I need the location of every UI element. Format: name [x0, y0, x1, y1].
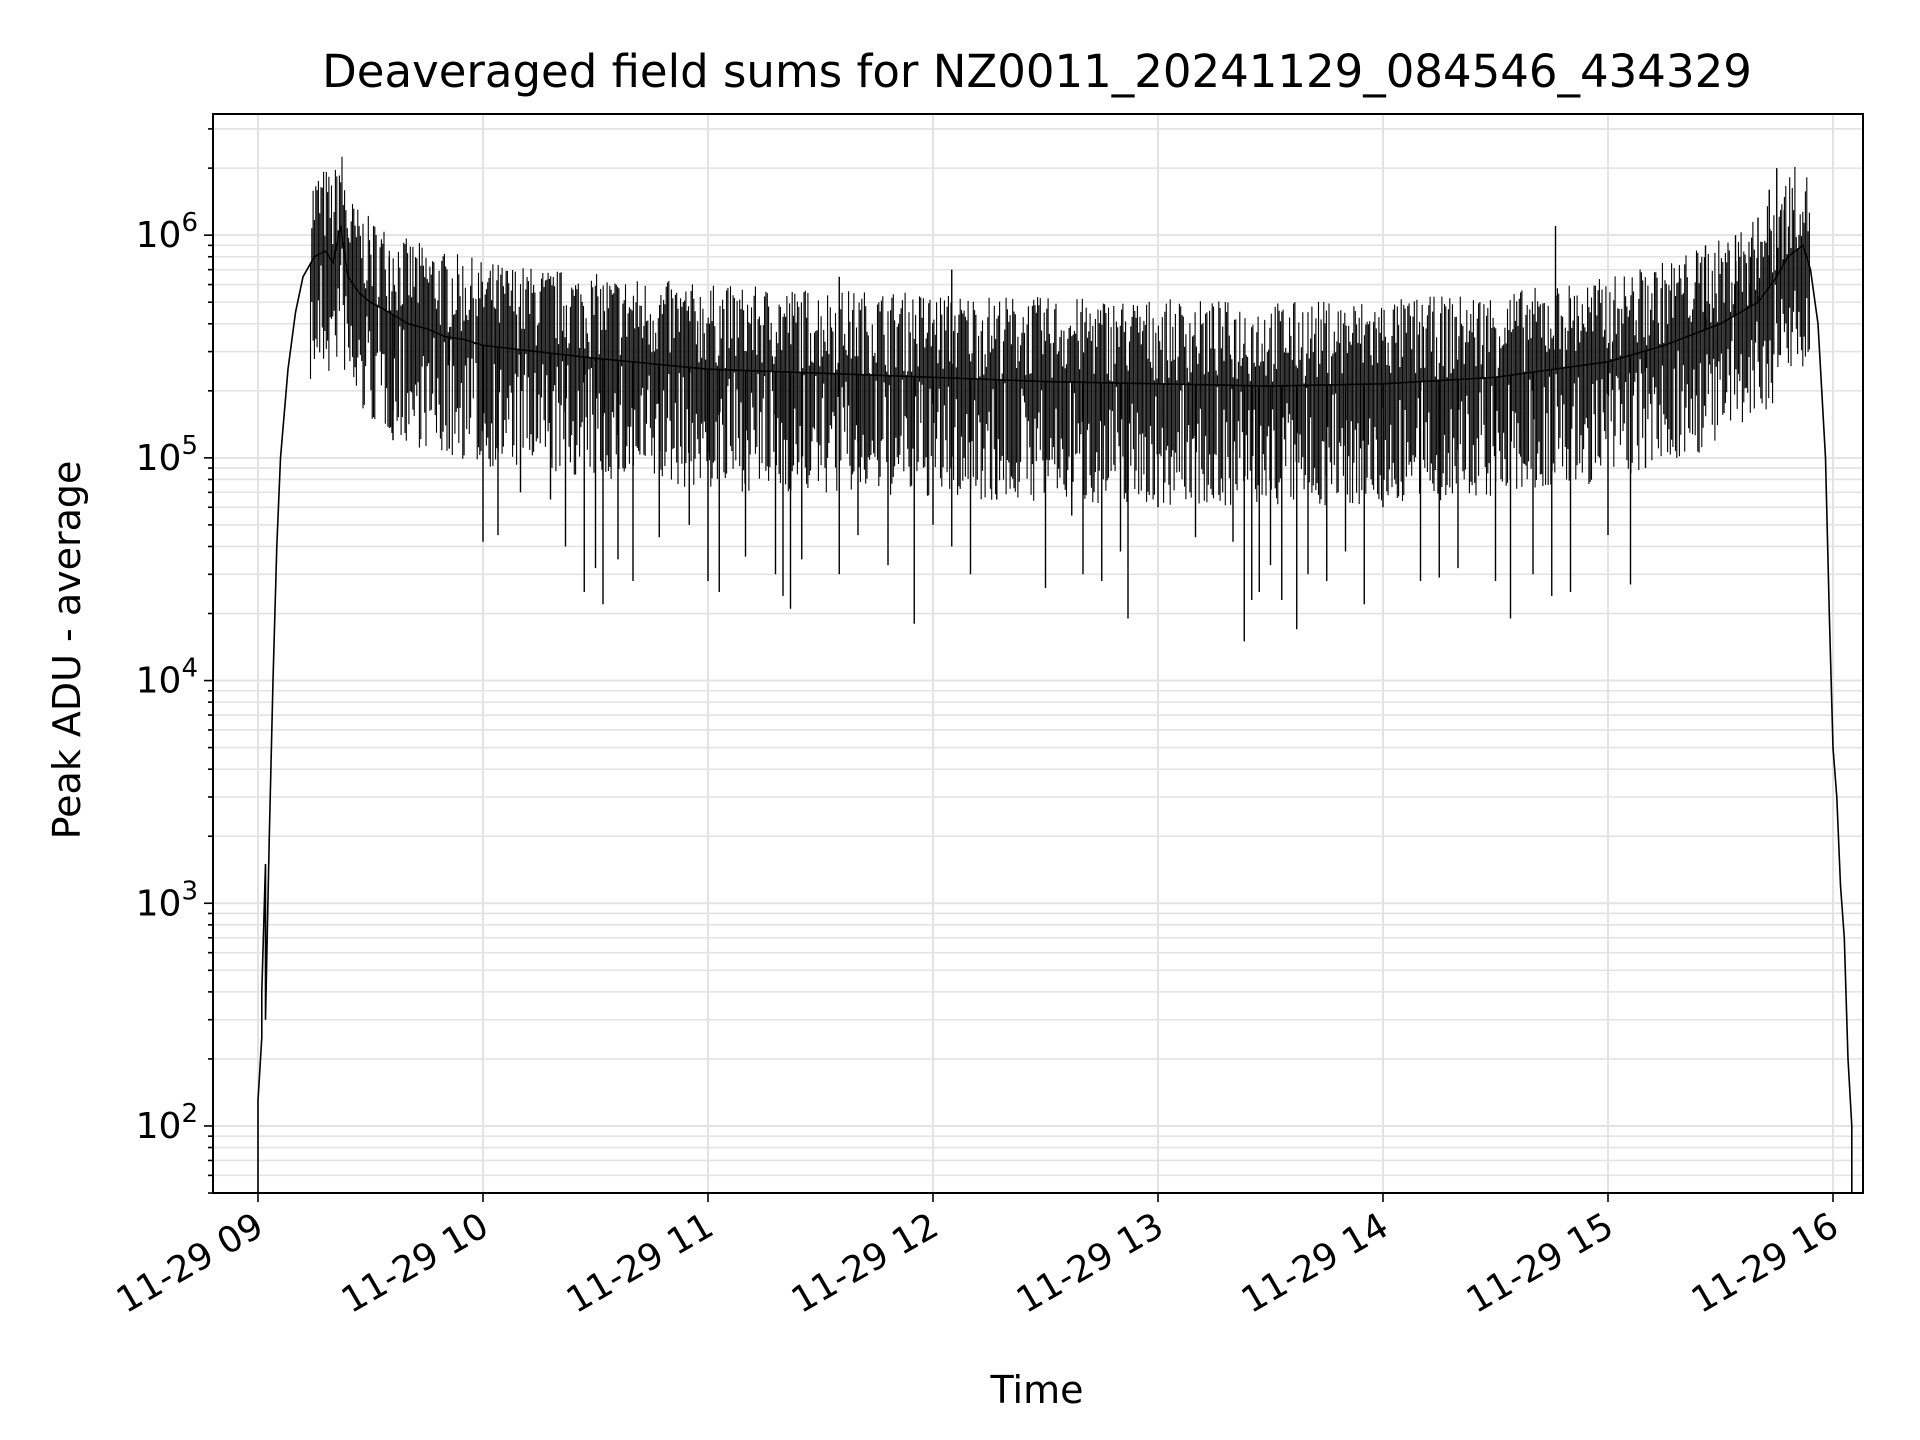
- y-tick-label: 104: [136, 654, 198, 702]
- y-tick-base: 10: [136, 438, 182, 479]
- chart-title: Deaveraged field sums for NZ0011_2024112…: [322, 45, 1752, 98]
- y-tick-label: 103: [136, 876, 198, 924]
- y-axis-label: Peak ADU - average: [45, 461, 89, 840]
- y-tick-base: 10: [136, 661, 182, 702]
- y-tick-base: 10: [136, 883, 182, 924]
- y-tick-base: 10: [136, 215, 182, 256]
- plot-frame: [212, 113, 1864, 1194]
- y-tick-label: 105: [136, 431, 198, 479]
- y-tick-exponent: 4: [181, 654, 198, 684]
- y-tick-base: 10: [136, 1106, 182, 1147]
- y-tick-exponent: 6: [181, 208, 198, 238]
- y-tick-exponent: 3: [181, 876, 198, 906]
- y-tick-label: 106: [136, 208, 198, 256]
- x-axis-label: Time: [990, 1368, 1084, 1412]
- grid: [213, 114, 1863, 1194]
- y-tick-label: 102: [136, 1099, 198, 1147]
- plot-area: [257, 156, 1853, 1193]
- y-tick-exponent: 5: [181, 431, 198, 461]
- series-noise: [309, 156, 1810, 506]
- y-tick-exponent: 2: [181, 1099, 198, 1129]
